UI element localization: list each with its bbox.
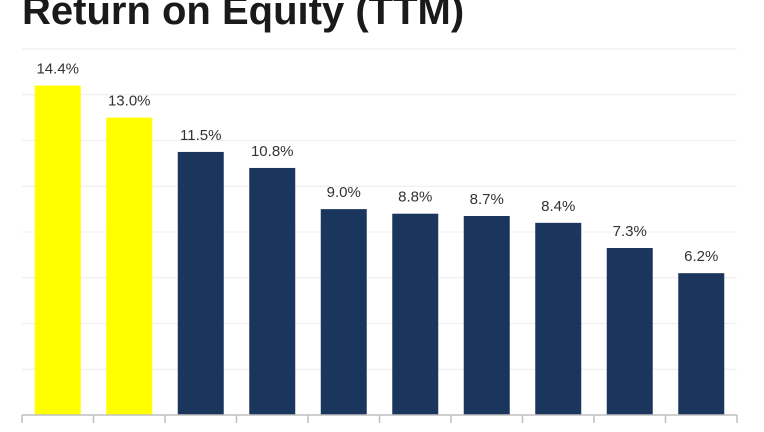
bar [678, 273, 725, 415]
value-label: 10.8% [251, 143, 294, 160]
bar [106, 117, 153, 415]
value-label: 11.5% [180, 127, 221, 144]
value-label: 8.4% [541, 198, 575, 215]
bar [177, 151, 224, 415]
chart-title: Return on Equity (TTM) [22, 0, 464, 33]
bar [392, 213, 439, 415]
bar [320, 209, 367, 415]
value-label: 14.4% [36, 61, 79, 78]
value-label: 7.3% [613, 223, 647, 240]
value-label: 13.0% [108, 93, 151, 110]
bar [34, 85, 81, 415]
bar [249, 167, 296, 415]
value-label: 8.7% [470, 191, 504, 208]
bar [463, 215, 510, 415]
value-label: 9.0% [327, 184, 361, 201]
value-label: 6.2% [684, 248, 718, 265]
bar [535, 222, 582, 415]
value-label: 8.8% [398, 189, 432, 206]
bar [606, 248, 653, 415]
